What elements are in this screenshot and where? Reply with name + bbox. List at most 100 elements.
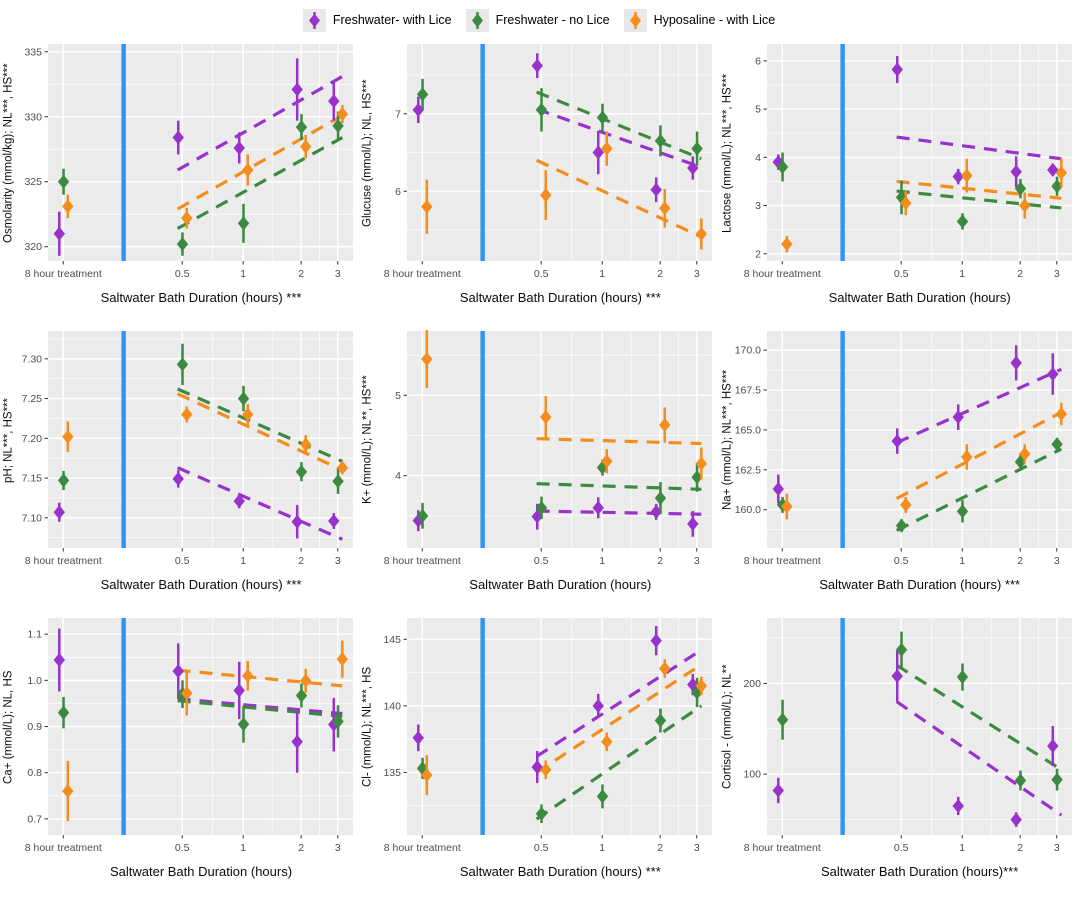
svg-text:7: 7 — [395, 108, 401, 120]
panel-glucose: Glucuse (mmol/L); NL, HS*** 6 7 8 hour tre… — [359, 38, 718, 325]
series-hypo_lice — [62, 105, 349, 229]
axis-ticks: 135 140 145 8 hour treatment 0.5 1 2 3 — [384, 634, 700, 854]
panels-grid: Osmolarity (mmol/kg); NL***, HS*** 320 32… — [0, 38, 1078, 899]
series-fw_nolice — [57, 680, 344, 743]
data-point — [332, 118, 344, 133]
plot-area: 0.7 0.8 0.9 1.0 1.1 8 hour treatment 0.5 1 2 3 — [25, 618, 353, 854]
svg-text:3: 3 — [755, 200, 761, 212]
series-hypo_lice — [421, 659, 708, 796]
svg-text:0.5: 0.5 — [175, 268, 190, 280]
panel-calcium: Ca+ (mmol/L); NL, HS 0.7 0.8 0.9 1.0 1.1 8 ho… — [0, 612, 359, 899]
svg-text:200: 200 — [743, 678, 761, 690]
data-point — [956, 670, 968, 685]
trend-line-hypo_lice — [176, 392, 343, 472]
data-point — [53, 505, 65, 520]
svg-text:8 hour treatment: 8 hour treatment — [743, 842, 820, 854]
y-axis-label: Cl- (mmol/L); NL***, HS — [361, 666, 374, 788]
trend-line-fw_lice — [896, 135, 1062, 161]
svg-text:1: 1 — [959, 555, 965, 567]
plot-area: 6 7 8 hour treatment 0.5 1 2 3 — [384, 44, 713, 280]
x-axis-label: Saltwater Bath Duration (hours) — [828, 290, 1011, 305]
svg-text:160.0: 160.0 — [734, 504, 760, 516]
data-point — [295, 688, 308, 703]
data-point — [172, 130, 184, 145]
trend-line-fw_lice — [895, 367, 1062, 445]
data-point — [336, 652, 349, 667]
svg-text:7.15: 7.15 — [22, 473, 43, 485]
svg-text:8 hour treatment: 8 hour treatment — [743, 555, 820, 567]
x-axis-label: Saltwater Bath Duration (hours) *** — [819, 577, 1021, 592]
axis-ticks: 100 200 8 hour treatment 0.5 1 2 3 — [743, 678, 1059, 854]
data-point — [421, 352, 433, 367]
svg-text:3: 3 — [694, 842, 700, 854]
x-axis-label: Saltwater Bath Duration (hours) *** — [459, 864, 661, 879]
svg-text:7.30: 7.30 — [22, 353, 43, 365]
data-point — [242, 407, 254, 422]
data-point — [536, 806, 548, 821]
x-axis-label: Saltwater Bath Duration (hours) *** — [459, 290, 661, 305]
svg-text:2: 2 — [658, 268, 664, 280]
data-point — [62, 784, 74, 799]
axis-ticks: 2 3 4 5 6 8 hour treatment 0.5 1 2 3 — [743, 55, 1059, 280]
data-point — [597, 789, 609, 804]
svg-text:0.5: 0.5 — [534, 268, 549, 280]
data-point — [291, 514, 303, 529]
svg-text:6: 6 — [395, 186, 401, 198]
svg-text:0.9: 0.9 — [27, 721, 42, 733]
data-point — [172, 664, 184, 679]
data-point — [412, 730, 425, 745]
trend-line-fw_lice — [176, 466, 343, 541]
svg-text:2: 2 — [298, 555, 304, 567]
data-point — [659, 418, 671, 433]
legend-label: Freshwater - no Lice — [495, 13, 610, 27]
trend-line-hypo_lice — [895, 410, 1062, 500]
x-axis-label: Saltwater Bath Duration (hours) *** — [100, 290, 302, 305]
data-point — [592, 500, 605, 515]
svg-text:320: 320 — [24, 241, 42, 253]
svg-text:3: 3 — [694, 555, 700, 567]
svg-text:100: 100 — [743, 769, 761, 781]
data-point — [952, 410, 964, 425]
plot-area: 4 5 8 hour treatment 0.5 1 2 3 — [384, 330, 713, 567]
x-axis-label: Saltwater Bath Duration (hours) — [109, 864, 293, 879]
data-point — [536, 500, 548, 515]
data-point — [181, 686, 193, 701]
svg-text:167.5: 167.5 — [734, 385, 760, 397]
data-point — [237, 216, 250, 231]
svg-text:140: 140 — [384, 700, 402, 712]
svg-text:165.0: 165.0 — [734, 424, 760, 436]
trend-line-fw_lice — [536, 648, 703, 758]
svg-text:2: 2 — [1017, 842, 1023, 854]
svg-text:6: 6 — [755, 55, 761, 67]
panel-cortisol: Cortisol - (mmol/L); NL** 100 200 8 hour t… — [719, 612, 1078, 899]
axis-ticks: 320 325 330 335 8 hour treatment 0.5 1 2 3 — [24, 46, 340, 280]
legend-label: Hyposaline - with Lice — [653, 13, 776, 27]
data-point — [53, 653, 65, 668]
trend-line-hypo_lice — [896, 179, 1062, 200]
trend-line-fw_lice — [177, 697, 343, 716]
data-point — [772, 783, 784, 798]
plot-area: 160.0 162.5 165.0 167.5 170.0 8 hour treatmen… — [734, 331, 1072, 567]
svg-text:8 hour treatment: 8 hour treatment — [25, 555, 102, 567]
axis-ticks: 4 5 8 hour treatment 0.5 1 2 3 — [384, 390, 700, 567]
series-hypo_lice — [62, 640, 349, 822]
data-point — [176, 237, 189, 252]
trend-line-hypo_lice — [536, 158, 703, 239]
pointrange-key-icon — [623, 8, 647, 32]
data-point — [57, 174, 70, 189]
data-point — [291, 734, 303, 749]
series-fw_lice — [53, 470, 340, 539]
plot-area: 320 325 330 335 8 hour treatment 0.5 1 2 3 — [24, 44, 353, 280]
svg-text:2: 2 — [298, 842, 304, 854]
svg-text:1.0: 1.0 — [27, 675, 42, 687]
axis-ticks: 7.10 7.15 7.20 7.25 7.30 8 hour treatment 0.5 1… — [22, 353, 341, 567]
data-point — [336, 460, 349, 475]
data-point — [181, 407, 193, 422]
data-point — [536, 102, 548, 117]
svg-text:2: 2 — [1017, 268, 1023, 280]
data-point — [233, 140, 245, 155]
series-fw_nolice — [57, 343, 344, 494]
svg-text:0.5: 0.5 — [175, 555, 190, 567]
data-point — [421, 768, 433, 783]
data-point — [242, 163, 254, 178]
